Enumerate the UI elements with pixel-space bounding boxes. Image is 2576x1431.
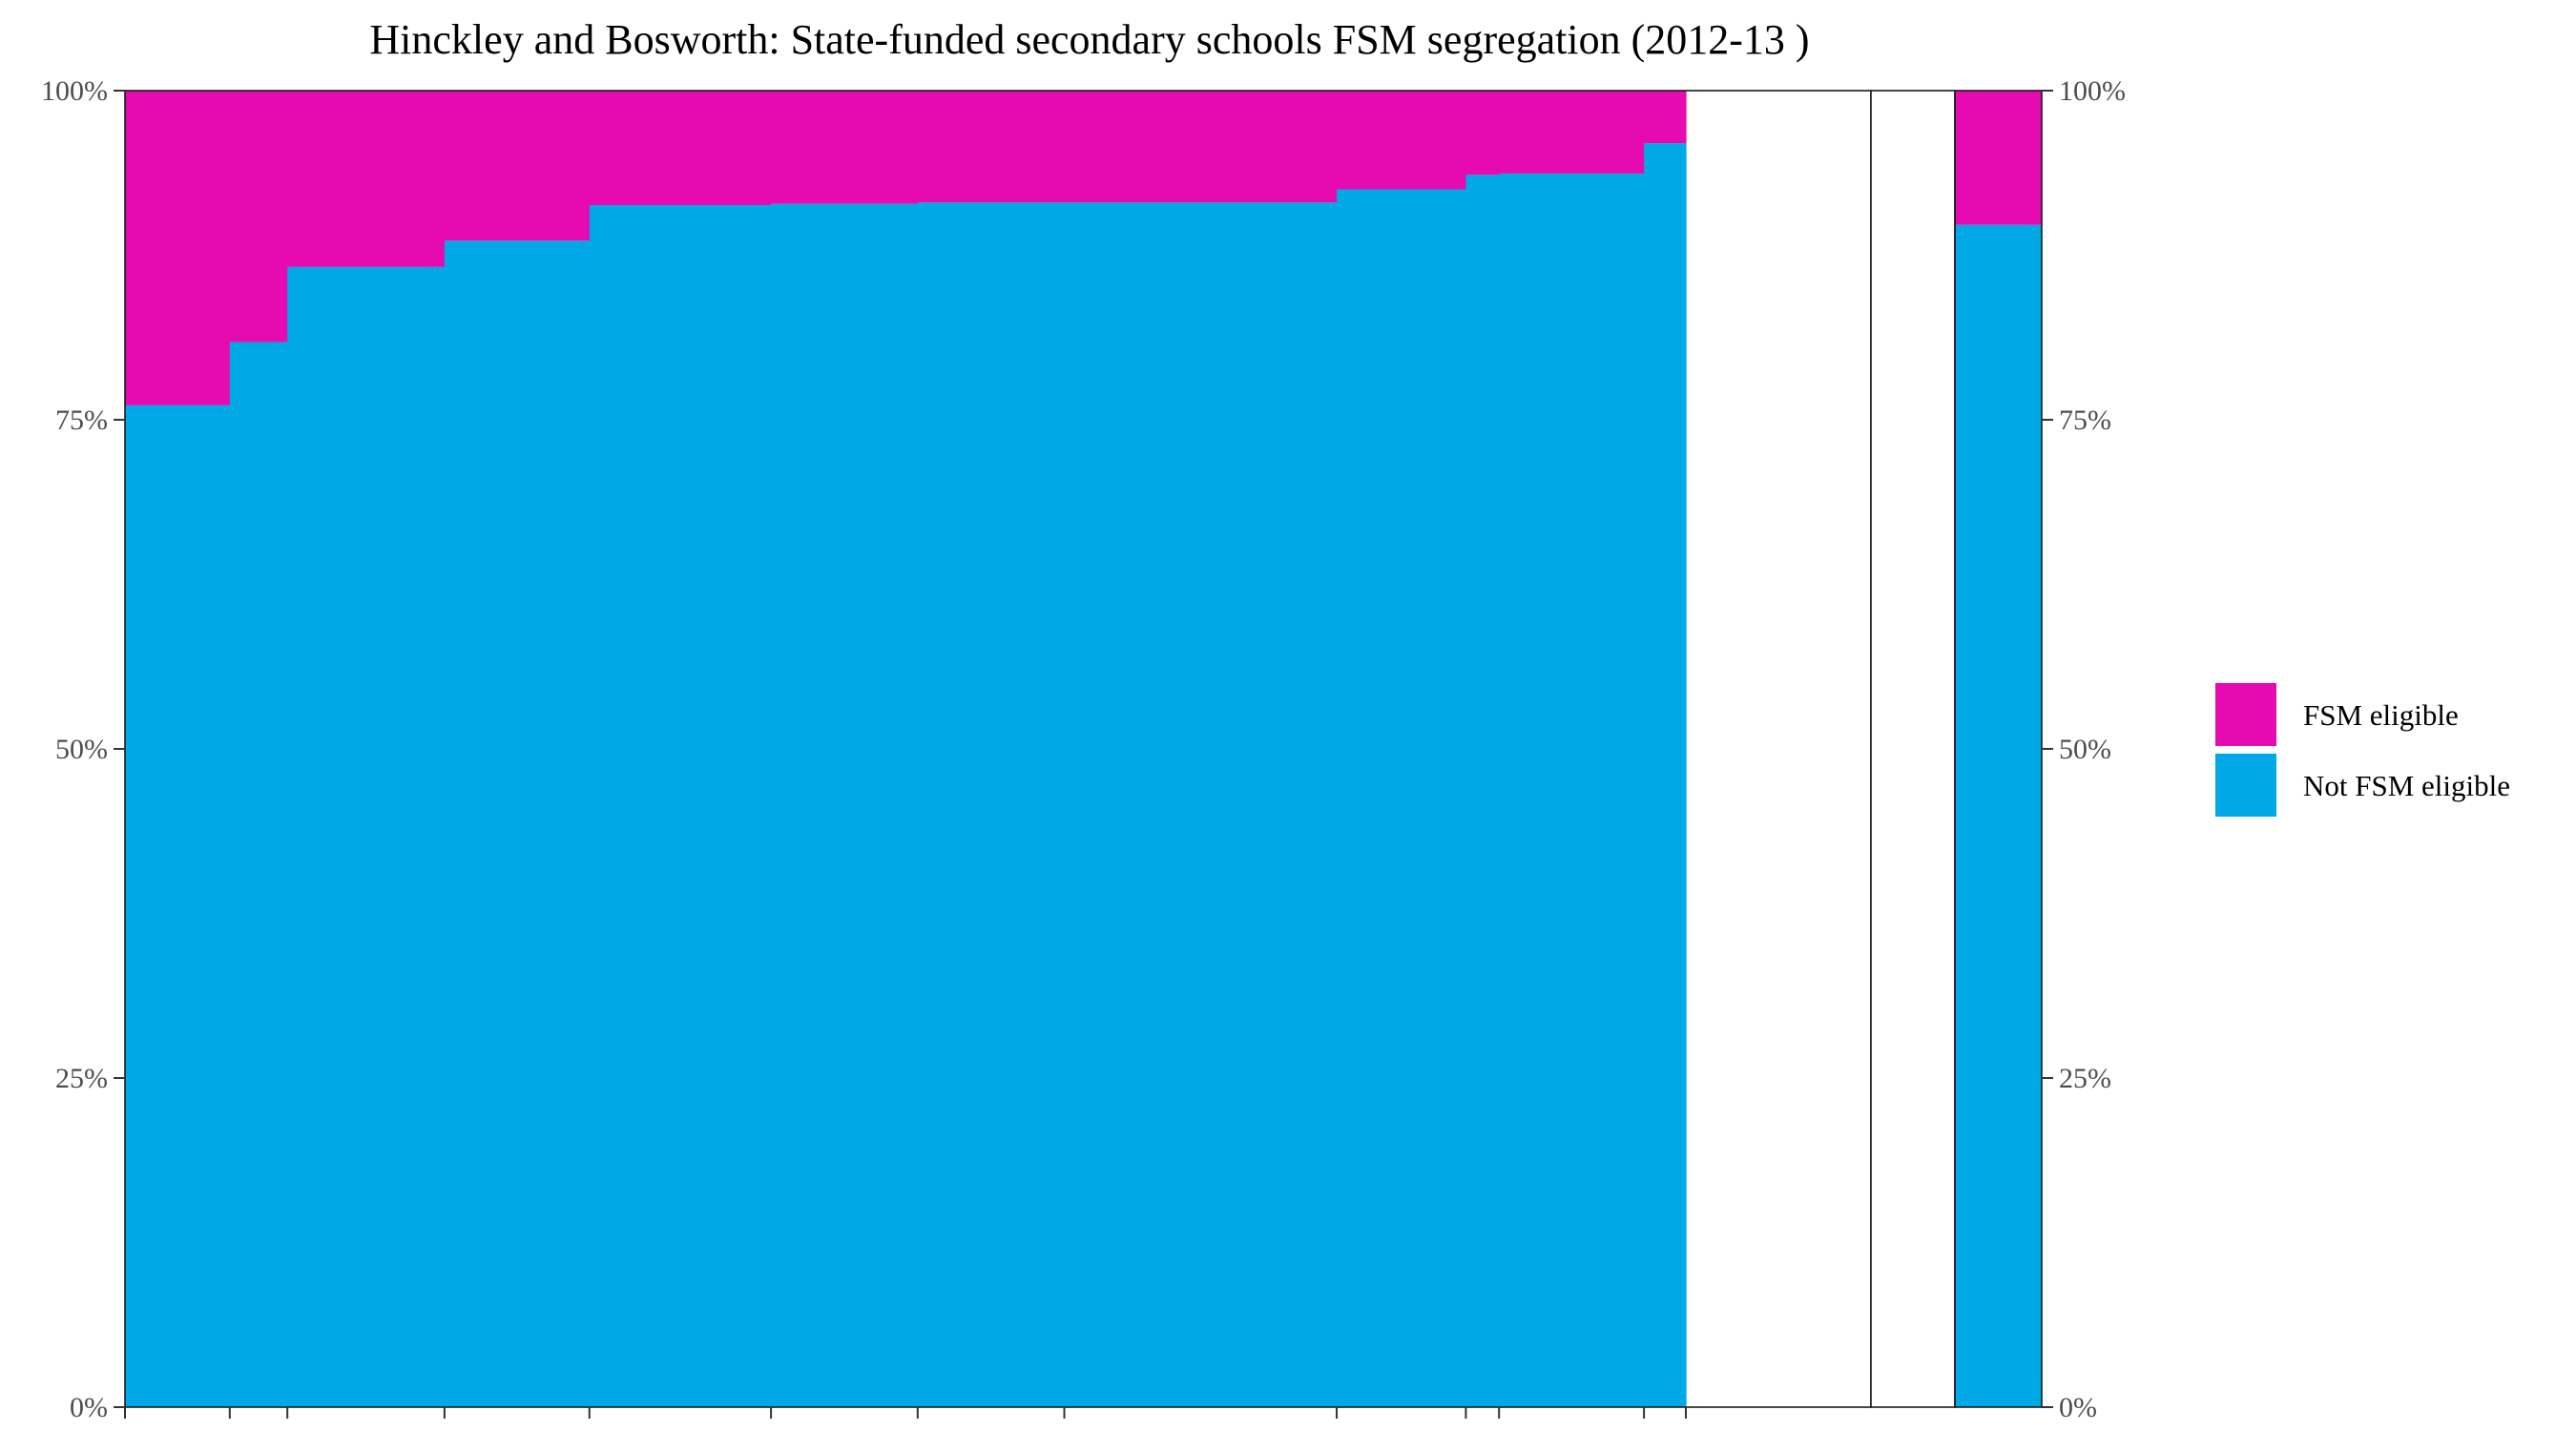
bar-not-fsm-4 [444,240,591,1407]
x-axis [124,1407,1688,1419]
bar-not-fsm-6 [771,203,919,1408]
bar-not-fsm-5 [589,205,772,1407]
overall-bar-not-fsm [1955,224,2042,1407]
legend-swatch-1 [2215,683,2276,746]
bar-fsm-1 [125,91,231,405]
left-tick-label: 25% [55,1063,108,1094]
right-tick-label: 0% [2059,1392,2097,1423]
right-tick-label: 50% [2059,734,2111,765]
overall-bar-group [1955,91,2042,1407]
bar-fsm-6 [771,91,919,204]
bar-fsm-9 [1337,91,1467,190]
bar-fsm-12 [1644,91,1687,144]
bar-fsm-4 [444,91,591,241]
bar-fsm-10 [1465,91,1500,176]
legend-swatch-2 [2215,754,2276,817]
bar-fsm-5 [589,91,772,206]
left-tick-label: 75% [55,404,108,436]
right-tick-label: 25% [2059,1063,2111,1094]
bar-not-fsm-8 [1064,202,1338,1407]
panel-frames [124,90,2043,1408]
left-y-axis: 0% 25% 50% 75% 100% [41,75,125,1423]
bar-fsm-7 [917,91,1066,203]
legend: FSM eligible Not FSM eligible [2215,683,2510,817]
right-tick-label: 75% [2059,404,2111,436]
chart-title: Hinckley and Bosworth: State-funded seco… [369,16,1809,63]
bar-fsm-2 [229,91,288,342]
right-tick-label: 100% [2059,75,2126,107]
bar-not-fsm-11 [1499,173,1645,1408]
spacer-panel-frame [1870,90,1956,1408]
bar-not-fsm-10 [1465,175,1500,1407]
bar-not-fsm-3 [287,266,446,1407]
bar-not-fsm-12 [1644,143,1687,1408]
main-bars-group [125,91,1687,1408]
bar-not-fsm-2 [229,342,288,1408]
bar-not-fsm-1 [125,404,231,1407]
overall-bar-fsm [1955,91,2042,225]
legend-label-1: FSM eligible [2303,698,2459,732]
bar-not-fsm-7 [917,202,1066,1407]
bar-fsm-3 [287,91,446,267]
bar-not-fsm-9 [1337,189,1467,1407]
right-y-axis: 0% 25% 50% 75% 100% [2042,75,2126,1423]
bar-fsm-11 [1499,91,1645,174]
left-tick-label: 100% [41,75,108,107]
legend-label-2: Not FSM eligible [2303,769,2510,802]
bar-fsm-8 [1064,91,1338,203]
left-tick-label: 50% [55,734,108,765]
left-tick-label: 0% [70,1392,108,1423]
